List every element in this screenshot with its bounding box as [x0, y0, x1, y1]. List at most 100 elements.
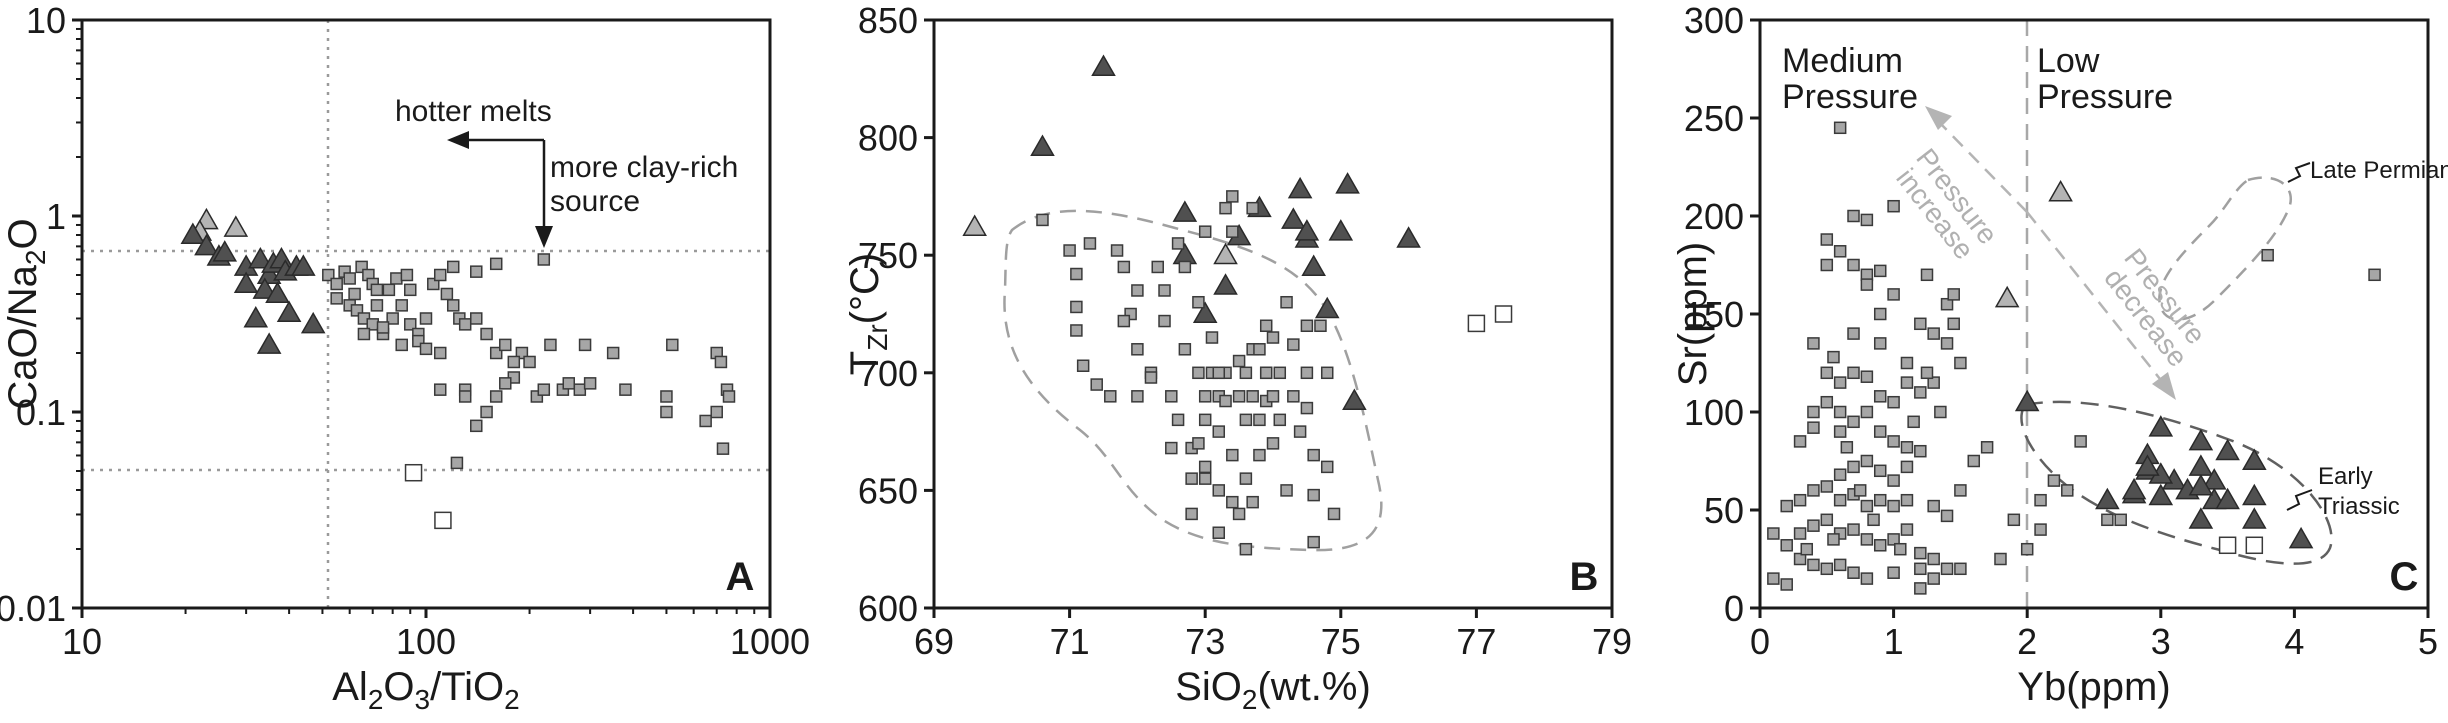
gray-square-point — [1226, 225, 1239, 238]
annotation-low: Low — [2037, 42, 2100, 80]
gray-square-point — [1192, 295, 1205, 309]
gray-square-point — [716, 442, 730, 455]
gray-square-point — [1320, 366, 1334, 380]
gray-square-point — [1853, 484, 1867, 497]
gray-square-point — [1920, 268, 1934, 282]
gray-square-point — [1070, 267, 1083, 281]
y-tick-label: 1 — [46, 196, 66, 237]
gray-square-point — [1887, 533, 1900, 546]
gray-square-point — [1800, 542, 1814, 556]
gray-square-point — [537, 383, 551, 396]
dark-triangle-point — [1030, 134, 1055, 157]
gray-square-point — [1793, 493, 1807, 507]
dark-triangle-point — [252, 277, 278, 299]
gray-square-point — [1807, 405, 1820, 419]
dark-triangle-point — [2242, 483, 2267, 506]
dark-triangle-point — [212, 240, 238, 262]
gray-square-point — [1833, 405, 1847, 419]
gray-square-point — [1967, 454, 1981, 468]
gray-square-point — [355, 260, 368, 274]
gray-square-point — [1793, 435, 1807, 448]
gray-square-point — [1860, 499, 1874, 513]
panel-c: Medium Pressure Low Pressure Pressure in… — [1671, 0, 2448, 709]
dark-triangle-point — [256, 332, 282, 354]
gray-square-point — [1793, 552, 1807, 566]
dark-triangle-point — [2121, 477, 2147, 500]
gray-square-point — [1927, 376, 1940, 389]
panel-letter-b: B — [1570, 555, 1599, 599]
gray-square-point — [1239, 472, 1253, 485]
y-tick-label: 100 — [1684, 392, 1744, 433]
gray-square-point — [1860, 370, 1874, 383]
gray-square-point — [1860, 405, 1874, 419]
light-triangle-point — [2048, 179, 2073, 202]
panel-a: hotter melts more clay-rich source 10 100… — [0, 0, 810, 715]
gray-square-point — [714, 355, 728, 369]
x-tick-label: 2 — [2017, 621, 2037, 662]
gray-square-point — [1860, 572, 1874, 585]
gray-square-point — [1266, 331, 1280, 344]
dark-triangle-point — [1314, 296, 1340, 319]
light-triangle-point — [962, 214, 987, 236]
field-outline-late-permian — [2158, 176, 2293, 321]
gray-square-point — [446, 299, 460, 312]
gray-square-point — [1900, 441, 1914, 454]
gray-square-point — [427, 277, 440, 291]
gray-square-point — [1280, 484, 1293, 497]
y-tick-label: 0.1 — [16, 392, 66, 433]
gray-square-point — [2061, 484, 2074, 497]
y-tick-label: 750 — [858, 235, 918, 276]
gray-square-point — [2007, 513, 2021, 527]
gray-square-point — [1833, 493, 1847, 507]
gray-square-point — [1083, 237, 1097, 250]
gray-square-point — [370, 283, 384, 297]
gray-square-point — [1246, 390, 1259, 403]
gray-square-point — [1171, 237, 1185, 250]
gray-square-point — [1940, 562, 1954, 576]
gray-square-point — [1165, 390, 1178, 403]
gray-square-point — [1887, 435, 1900, 448]
gray-square-point — [1110, 244, 1124, 257]
gray-square-point — [1887, 199, 1900, 213]
gray-square-point — [523, 355, 536, 369]
gray-square-point — [2114, 513, 2127, 527]
gray-square-point — [376, 321, 390, 334]
dark-triangle-point — [2215, 438, 2240, 461]
gray-square-point — [1780, 539, 1793, 552]
gray-square-point — [1820, 366, 1834, 380]
gray-square-point — [1873, 337, 1887, 350]
gray-square-point — [1219, 201, 1232, 215]
gray-square-point — [1253, 413, 1266, 427]
gray-square-point — [1847, 523, 1860, 536]
dark-triangle-point — [2148, 415, 2174, 437]
gray-square-point — [480, 405, 493, 419]
gray-square-point — [1894, 542, 1907, 556]
gray-square-point — [1807, 337, 1820, 350]
gray-square-point — [544, 338, 557, 352]
gray-square-point — [2020, 542, 2034, 556]
gray-square-point — [1907, 415, 1920, 429]
x-tick-label: 79 — [1592, 621, 1632, 662]
gray-square-point — [1327, 507, 1341, 521]
gray-square-point — [1212, 484, 1226, 497]
gray-square-point — [1860, 533, 1874, 546]
gray-square-point — [1307, 535, 1320, 549]
gray-square-point — [489, 390, 503, 403]
gray-square-point — [660, 390, 673, 403]
gray-square-point — [1820, 513, 1834, 527]
gray-square-point — [1887, 474, 1900, 487]
xlabel-a: Al2O3/TiO2 — [332, 665, 520, 715]
gray-square-point — [1820, 258, 1834, 272]
gray-square-point — [2101, 513, 2114, 527]
gray-square-point — [1198, 460, 1212, 474]
gray-square-point — [322, 268, 335, 282]
gray-square-point — [1873, 464, 1887, 478]
xlabel-b: SiO2(wt.%) — [1175, 665, 1371, 715]
gray-square-point — [1873, 390, 1887, 403]
y-tick-label: 10 — [26, 0, 66, 41]
y-tick-label: 650 — [858, 470, 918, 511]
gray-square-point — [330, 292, 343, 305]
dark-triangle-point — [2188, 473, 2214, 496]
gray-square-point — [1860, 278, 1874, 291]
gray-square-point — [1036, 213, 1049, 227]
